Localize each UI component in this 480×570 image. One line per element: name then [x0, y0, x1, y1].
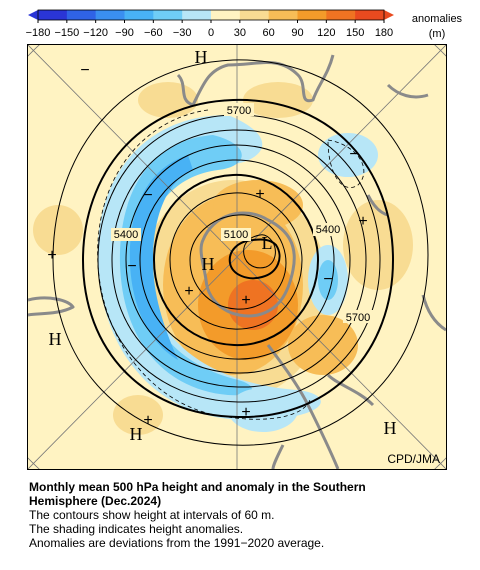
- contour-label-5700-right: 5700: [346, 312, 370, 324]
- plus-sign: +: [255, 186, 264, 203]
- anomaly-signs: − − − − − + + + + + + +: [47, 62, 367, 429]
- high-label-southeast: H: [384, 418, 397, 438]
- legend-left-arrow: [28, 10, 38, 20]
- legend-color-swatch: [355, 10, 385, 20]
- legend-color-swatch: [211, 10, 241, 20]
- pressure-centers: H H H H L H: [49, 47, 397, 444]
- coastlines: [28, 54, 446, 469]
- contour-label-5700-top: 5700: [227, 105, 251, 117]
- low-label-center: L: [262, 233, 273, 253]
- caption-title-line1: Monthly mean 500 hPa height and anomaly …: [29, 480, 366, 494]
- legend-color-swatch: [38, 10, 68, 20]
- minus-sign: −: [323, 271, 332, 288]
- plus-sign: +: [241, 292, 250, 309]
- legend-tick-label: −180: [26, 27, 51, 39]
- legend-tick-label: 60: [263, 27, 275, 39]
- plus-sign: +: [184, 283, 193, 300]
- anomaly-zero-contours: [97, 109, 365, 420]
- negative-anomaly-shading: [97, 115, 378, 432]
- figure-caption: Monthly mean 500 hPa height and anomaly …: [29, 480, 469, 550]
- high-label-west: H: [49, 329, 62, 349]
- legend-tick-label: 30: [234, 27, 246, 39]
- legend-tick-label: −30: [173, 27, 192, 39]
- caption-line-shading: The shading indicates height anomalies.: [29, 522, 244, 536]
- legend-tick-label: 90: [291, 27, 303, 39]
- legend-tick-label: 150: [346, 27, 364, 39]
- legend-color-swatch: [326, 10, 356, 20]
- legend-unit: (m): [429, 28, 446, 40]
- legend-tick-label: −90: [115, 27, 134, 39]
- anomaly-legend: −180 −150 −120 −90 −60 −30 0 30 60 90 120 150 180 an…: [26, 9, 463, 40]
- plus-sign: +: [358, 213, 367, 230]
- legend-color-swatch: [239, 10, 270, 20]
- legend-tick-labels: −180 −150 −120 −90 −60 −30 0 30 60 90 120 150 180: [26, 20, 393, 39]
- legend-tick-label: 180: [375, 27, 393, 39]
- high-label-center: H: [202, 254, 215, 274]
- legend-colorbar: [28, 9, 394, 21]
- plus-sign: +: [143, 412, 152, 429]
- high-label-southwest: H: [130, 424, 143, 444]
- contour-labels: 5700 5400 5100 5400 5700: [111, 103, 373, 324]
- height-contours: [52, 59, 429, 446]
- legend-tick-label: −150: [54, 27, 79, 39]
- hemisphere-map: 5700 5400 5100 5400 5700 H H H H L H: [27, 44, 447, 470]
- high-label-north: H: [195, 47, 208, 67]
- legend-color-swatch: [268, 10, 298, 20]
- credit-label: CPD/JMA: [387, 452, 440, 466]
- contour-label-5400-left: 5400: [114, 229, 138, 241]
- legend-tick-label: −60: [144, 27, 163, 39]
- legend-right-arrow: [384, 10, 394, 20]
- legend-color-swatch: [124, 10, 154, 20]
- caption-line-anomalies: Anomalies are deviations from the 1991−2…: [29, 536, 325, 550]
- caption-title-line2: Hemisphere (Dec.2024): [29, 494, 162, 508]
- map-canvas: 5700 5400 5100 5400 5700 H H H H L H: [28, 45, 446, 469]
- legend-color-swatch: [297, 10, 327, 20]
- legend-tick-label: 120: [317, 27, 335, 39]
- minus-sign: −: [143, 187, 152, 204]
- legend-color-swatch: [182, 10, 212, 20]
- caption-line-contours: The contours show height at intervals of…: [29, 508, 275, 522]
- minus-sign: +: [241, 404, 250, 421]
- minus-sign: −: [80, 62, 89, 79]
- legend-tick-label: −120: [83, 27, 108, 39]
- plus-sign: +: [47, 247, 56, 264]
- legend-tick-label: 0: [208, 27, 214, 39]
- contour-label-5100: 5100: [224, 229, 248, 241]
- legend-color-swatch: [66, 10, 97, 20]
- minus-sign: −: [349, 146, 358, 163]
- legend-color-swatch: [95, 10, 125, 20]
- contour-label-5400-right: 5400: [316, 224, 340, 236]
- minus-sign: −: [127, 258, 136, 275]
- legend-title: anomalies: [412, 13, 463, 25]
- legend-color-swatch: [153, 10, 183, 20]
